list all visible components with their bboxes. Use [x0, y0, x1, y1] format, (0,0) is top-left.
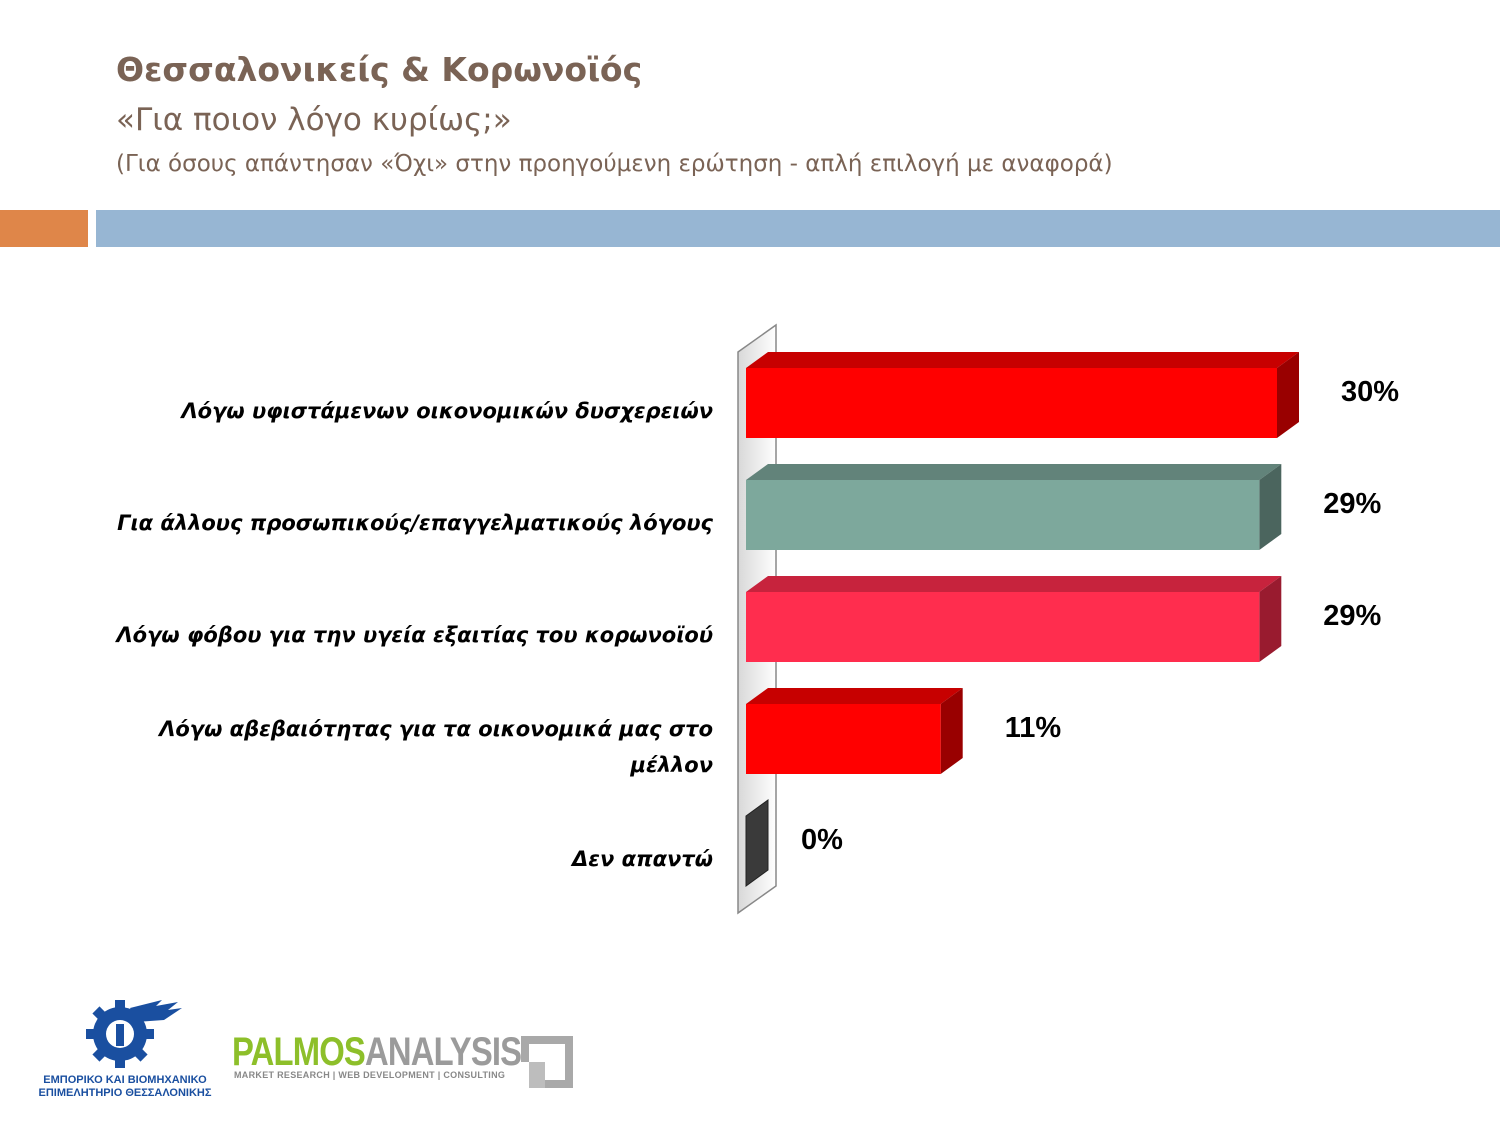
- brand-analysis: ANALYSIS: [364, 1030, 522, 1074]
- bar-front-face: [746, 592, 1260, 662]
- chamber-name-line2: ΕΠΙΜΕΛΗΤΗΡΙΟ ΘΕΣΣΑΛΟΝΙΚΗΣ: [38, 1087, 212, 1099]
- bar-2: [746, 464, 1282, 550]
- header-accent-blue: [96, 210, 1500, 247]
- data-label: 11%: [1004, 712, 1062, 744]
- data-label: 0%: [801, 824, 843, 856]
- bar-1: [746, 352, 1299, 438]
- bar-front-face: [746, 368, 1277, 438]
- page-title: Θεσσαλονικείς & Κορωνοϊός: [116, 50, 643, 89]
- brand-tagline: MARKET RESEARCH | WEB DEVELOPMENT | CONS…: [234, 1070, 506, 1080]
- bar-5: [745, 799, 769, 887]
- bar-front-face: [746, 704, 941, 774]
- bar-side-face: [1259, 576, 1282, 662]
- gear-wing-icon: [86, 1000, 182, 1068]
- bar-side-face: [1259, 464, 1282, 550]
- category-label: Λόγω υφιστάμενων οικονομικών δυσχερειών: [181, 399, 713, 423]
- category-label: Λόγω αβεβαιότητας για τα οικονομικά μας …: [159, 717, 713, 777]
- bar-side-face: [1277, 352, 1299, 438]
- square-mark-icon: [521, 1036, 573, 1088]
- bar-top-face: [746, 688, 963, 704]
- bar-side-face: [940, 688, 963, 774]
- page-note: (Για όσους απάντησαν «Όχι» στην προηγούμ…: [116, 151, 1113, 177]
- bar-4: [746, 688, 963, 774]
- data-label: 29%: [1323, 488, 1382, 520]
- bar-empty-stub: [745, 799, 769, 887]
- bar-3: [746, 576, 1282, 662]
- category-label: Δεν απαντώ: [572, 847, 713, 871]
- data-label: 30%: [1341, 376, 1400, 408]
- chamber-logo: ΕΜΠΟΡΙΚΟ ΚΑΙ ΒΙΟΜΗΧΑΝΙΚΟ ΕΠΙΜΕΛΗΤΗΡΙΟ ΘΕ…: [20, 996, 230, 1106]
- bar-top-face: [746, 352, 1299, 368]
- page-subtitle: «Για ποιον λόγο κυρίως;»: [116, 102, 512, 138]
- data-label: 29%: [1323, 600, 1382, 632]
- palmos-analysis-logo: PALMOSANALYSIS MARKET RESEARCH | WEB DEV…: [232, 1030, 577, 1090]
- header-accent-orange: [0, 210, 88, 247]
- chamber-name-line1: ΕΜΠΟΡΙΚΟ ΚΑΙ ΒΙΟΜΗΧΑΝΙΚΟ: [43, 1074, 207, 1086]
- brand-palmos: PALMOS: [232, 1030, 366, 1074]
- bar-front-face: [746, 480, 1260, 550]
- bar-top-face: [746, 464, 1282, 480]
- category-label: Λόγω φόβου για την υγεία εξαιτίας του κο…: [116, 623, 713, 647]
- category-label: Για άλλους προσωπικούς/επαγγελματικούς λ…: [117, 511, 713, 535]
- bar-top-face: [746, 576, 1282, 592]
